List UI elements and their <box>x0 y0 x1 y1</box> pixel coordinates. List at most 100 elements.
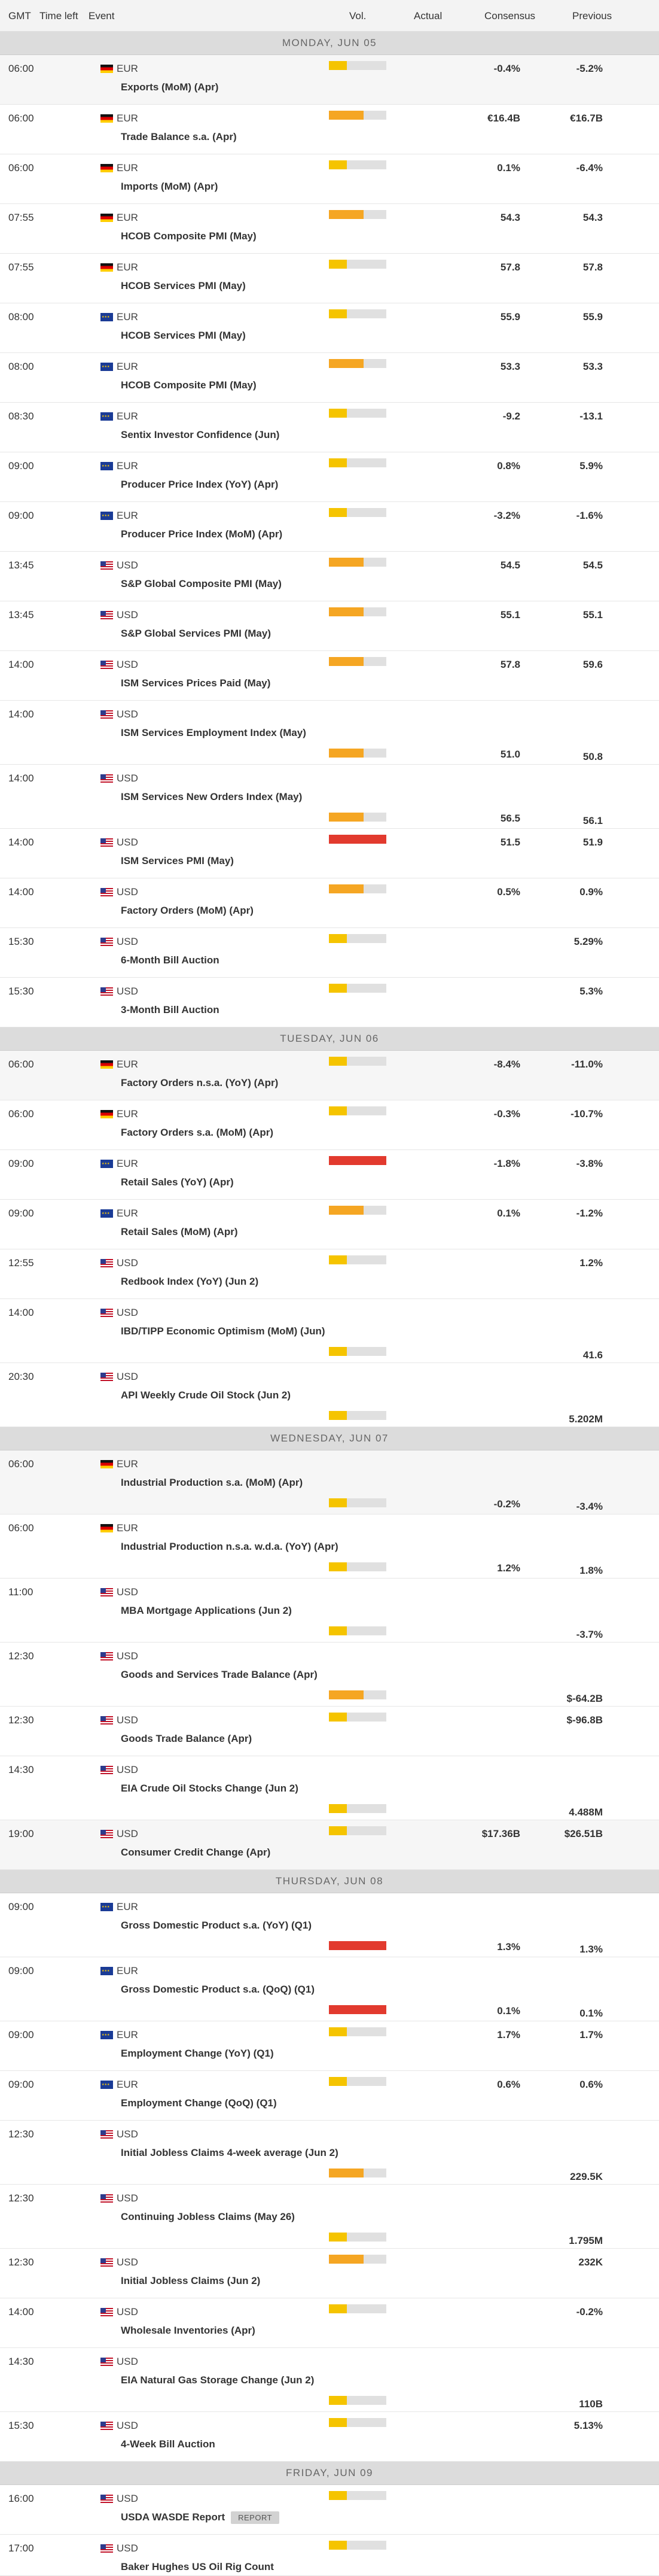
event-name-text[interactable]: HCOB Composite PMI (May) <box>121 379 257 391</box>
event-row[interactable]: 08:30 EUR Sentix Investor Confidence (Jun)… <box>0 403 659 452</box>
event-name-text[interactable]: Wholesale Inventories (Apr) <box>121 2325 255 2336</box>
event-name[interactable]: ISM Services Prices Paid (May) <box>121 677 270 689</box>
event-name-text[interactable]: Continuing Jobless Claims (May 26) <box>121 2211 295 2222</box>
event-name-text[interactable]: EIA Natural Gas Storage Change (Jun 2) <box>121 2374 315 2386</box>
event-row[interactable]: 08:00 EUR HCOB Services PMI (May) 55.9 55.9 <box>0 303 659 353</box>
event-name[interactable]: API Weekly Crude Oil Stock (Jun 2) <box>121 1389 291 1401</box>
event-name[interactable]: Gross Domestic Product s.a. (QoQ) (Q1) <box>121 1984 315 1996</box>
event-name-text[interactable]: HCOB Services PMI (May) <box>121 330 246 341</box>
event-name-text[interactable]: Factory Orders s.a. (MoM) (Apr) <box>121 1127 274 1138</box>
event-name[interactable]: HCOB Composite PMI (May) <box>121 230 257 242</box>
event-row[interactable]: 09:00 EUR Producer Price Index (MoM) (Apr)… <box>0 502 659 552</box>
event-name[interactable]: S&P Global Composite PMI (May) <box>121 578 282 590</box>
event-name-text[interactable]: Factory Orders n.s.a. (YoY) (Apr) <box>121 1077 279 1088</box>
event-row[interactable]: 19:00 USD Consumer Credit Change (Apr) $17.… <box>0 1820 659 1870</box>
event-row[interactable]: 06:00 EUR Trade Balance s.a. (Apr) €16.4B €1… <box>0 105 659 154</box>
event-name-text[interactable]: ISM Services Prices Paid (May) <box>121 677 271 689</box>
event-name-text[interactable]: HCOB Services PMI (May) <box>121 280 246 291</box>
event-name-text[interactable]: USDA WASDE Report <box>121 2511 225 2523</box>
event-name[interactable]: IBD/TIPP Economic Optimism (MoM) (Jun) <box>121 1325 325 1337</box>
header-consensus[interactable]: Consensus <box>484 10 536 22</box>
event-name[interactable]: Initial Jobless Claims (Jun 2) <box>121 2275 260 2287</box>
event-row[interactable]: 12:30 USD Continuing Jobless Claims (May 2… <box>0 2185 659 2249</box>
event-row[interactable]: 09:00 EUR Gross Domestic Product s.a. (QoQ… <box>0 1957 659 2021</box>
event-row[interactable]: 12:55 USD Redbook Index (YoY) (Jun 2) 1.2% <box>0 1249 659 1299</box>
event-row[interactable]: 06:00 EUR Imports (MoM) (Apr) 0.1% -6.4% <box>0 154 659 204</box>
event-name[interactable]: 3-Month Bill Auction <box>121 1004 219 1016</box>
event-row[interactable]: 14:00 USD ISM Services New Orders Index (M… <box>0 765 659 829</box>
event-name[interactable]: Initial Jobless Claims 4-week average (J… <box>121 2147 338 2159</box>
event-name-text[interactable]: Initial Jobless Claims (Jun 2) <box>121 2275 261 2286</box>
header-vol[interactable]: Vol. <box>349 10 367 22</box>
event-row[interactable]: 14:00 USD ISM Services Employment Index (M… <box>0 701 659 765</box>
event-name-text[interactable]: 4-Week Bill Auction <box>121 2438 215 2450</box>
event-row[interactable]: 09:00 EUR Employment Change (YoY) (Q1) 1.7%… <box>0 2021 659 2071</box>
event-name[interactable]: Imports (MoM) (Apr) <box>121 181 218 193</box>
event-row[interactable]: 13:45 USD S&P Global Services PMI (May) 55.… <box>0 601 659 651</box>
event-name-text[interactable]: Consumer Credit Change (Apr) <box>121 1847 271 1858</box>
event-name[interactable]: Industrial Production n.s.a. w.d.a. (YoY… <box>121 1541 338 1553</box>
event-row[interactable]: 12:30 USD Goods and Services Trade Balance… <box>0 1643 659 1707</box>
event-name-text[interactable]: Sentix Investor Confidence (Jun) <box>121 429 280 440</box>
header-actual[interactable]: Actual <box>414 10 443 22</box>
event-name-text[interactable]: Retail Sales (YoY) (Apr) <box>121 1176 234 1188</box>
event-name[interactable]: Factory Orders s.a. (MoM) (Apr) <box>121 1127 273 1139</box>
event-name-text[interactable]: S&P Global Composite PMI (May) <box>121 578 282 589</box>
event-name-text[interactable]: ISM Services Employment Index (May) <box>121 727 306 738</box>
event-row[interactable]: 09:00 EUR Retail Sales (YoY) (Apr) -1.8% -3.… <box>0 1150 659 1200</box>
event-row[interactable]: 12:30 USD Goods Trade Balance (Apr) $-96.8B <box>0 1707 659 1756</box>
event-row[interactable]: 17:00 USD Baker Hughes US Oil Rig Count <box>0 2535 659 2576</box>
event-name[interactable]: 6-Month Bill Auction <box>121 954 219 966</box>
event-row[interactable]: 09:00 EUR Producer Price Index (YoY) (Apr)… <box>0 452 659 502</box>
event-name[interactable]: Industrial Production s.a. (MoM) (Apr) <box>121 1477 303 1489</box>
event-name[interactable]: Goods Trade Balance (Apr) <box>121 1733 252 1745</box>
event-row[interactable]: 15:30 USD 4-Week Bill Auction 5.13% <box>0 2412 659 2462</box>
event-name-text[interactable]: Goods Trade Balance (Apr) <box>121 1733 252 1744</box>
event-row[interactable]: 11:00 USD MBA Mortgage Applications (Jun 2… <box>0 1579 659 1643</box>
event-row[interactable]: 06:00 EUR Industrial Production s.a. (MoM)… <box>0 1450 659 1514</box>
event-row[interactable]: 12:30 USD Initial Jobless Claims 4-week av… <box>0 2121 659 2185</box>
event-name-text[interactable]: MBA Mortgage Applications (Jun 2) <box>121 1605 292 1616</box>
event-name[interactable]: Retail Sales (MoM) (Apr) <box>121 1226 238 1238</box>
event-name[interactable]: Consumer Credit Change (Apr) <box>121 1847 270 1859</box>
event-name-text[interactable]: Employment Change (QoQ) (Q1) <box>121 2097 277 2109</box>
event-name[interactable]: Wholesale Inventories (Apr) <box>121 2325 255 2337</box>
event-name-text[interactable]: Retail Sales (MoM) (Apr) <box>121 1226 238 1237</box>
event-name-text[interactable]: Goods and Services Trade Balance (Apr) <box>121 1669 318 1680</box>
event-name[interactable]: Goods and Services Trade Balance (Apr) <box>121 1669 318 1681</box>
header-gmt[interactable]: GMT <box>8 10 31 22</box>
event-row[interactable]: 06:00 EUR Factory Orders s.a. (MoM) (Apr) -… <box>0 1100 659 1150</box>
event-name-text[interactable]: Baker Hughes US Oil Rig Count <box>121 2561 274 2572</box>
event-row[interactable]: 20:30 USD API Weekly Crude Oil Stock (Jun … <box>0 1363 659 1427</box>
event-row[interactable]: 06:00 EUR Factory Orders n.s.a. (YoY) (Apr… <box>0 1051 659 1100</box>
event-name[interactable]: Employment Change (QoQ) (Q1) <box>121 2097 277 2109</box>
event-name-text[interactable]: API Weekly Crude Oil Stock (Jun 2) <box>121 1389 291 1401</box>
event-row[interactable]: 07:55 EUR HCOB Services PMI (May) 57.8 57.8 <box>0 254 659 303</box>
event-row[interactable]: 14:00 USD IBD/TIPP Economic Optimism (MoM)… <box>0 1299 659 1363</box>
event-name-text[interactable]: Trade Balance s.a. (Apr) <box>121 131 237 142</box>
event-name-text[interactable]: Redbook Index (YoY) (Jun 2) <box>121 1276 259 1287</box>
event-name-text[interactable]: Exports (MoM) (Apr) <box>121 81 219 93</box>
event-name[interactable]: ISM Services New Orders Index (May) <box>121 791 302 803</box>
event-row[interactable]: 15:30 USD 3-Month Bill Auction 5.3% <box>0 978 659 1027</box>
event-name-text[interactable]: Producer Price Index (MoM) (Apr) <box>121 528 283 540</box>
event-name[interactable]: Employment Change (YoY) (Q1) <box>121 2048 274 2060</box>
header-time-left[interactable]: Time left <box>39 10 78 22</box>
event-row[interactable]: 13:45 USD S&P Global Composite PMI (May) 54… <box>0 552 659 601</box>
event-name[interactable]: USDA WASDE Report REPORT <box>121 2511 280 2525</box>
event-name[interactable]: Redbook Index (YoY) (Jun 2) <box>121 1276 258 1288</box>
header-event[interactable]: Event <box>89 10 115 22</box>
event-name[interactable]: HCOB Services PMI (May) <box>121 280 246 292</box>
event-name-text[interactable]: Factory Orders (MoM) (Apr) <box>121 905 254 916</box>
event-name-text[interactable]: Industrial Production n.s.a. w.d.a. (YoY… <box>121 1541 338 1552</box>
event-name[interactable]: Continuing Jobless Claims (May 26) <box>121 2211 295 2223</box>
event-row[interactable]: 09:00 EUR Employment Change (QoQ) (Q1) 0.6%… <box>0 2071 659 2121</box>
event-row[interactable]: 09:00 EUR Gross Domestic Product s.a. (YoY… <box>0 1893 659 1957</box>
event-row[interactable]: 06:00 EUR Exports (MoM) (Apr) -0.4% -5.2% <box>0 55 659 105</box>
event-name[interactable]: Retail Sales (YoY) (Apr) <box>121 1176 234 1188</box>
event-name-text[interactable]: Producer Price Index (YoY) (Apr) <box>121 479 279 490</box>
header-previous[interactable]: Previous <box>572 10 612 22</box>
event-name-text[interactable]: ISM Services PMI (May) <box>121 855 234 866</box>
event-name[interactable]: ISM Services PMI (May) <box>121 855 234 867</box>
event-name[interactable]: Sentix Investor Confidence (Jun) <box>121 429 279 441</box>
